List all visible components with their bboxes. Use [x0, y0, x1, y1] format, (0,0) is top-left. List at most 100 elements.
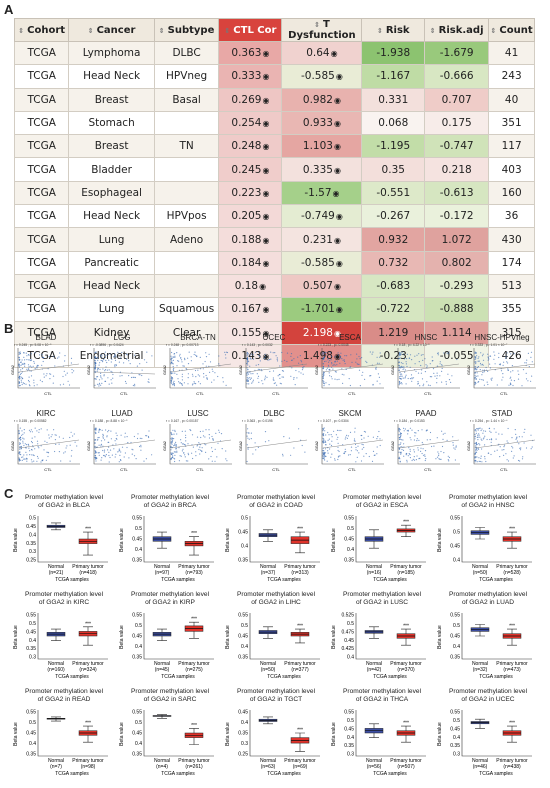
scatter-point	[426, 439, 428, 441]
scatter-point	[490, 438, 493, 440]
boxplot-panel: Promoter methylation level of GGA2 in LUS…	[330, 591, 434, 691]
table-cell: 355	[488, 297, 535, 322]
column-header-subtype[interactable]: ⇕ Subtype	[153, 18, 220, 42]
eye-icon[interactable]: ◉	[262, 119, 270, 129]
eye-icon[interactable]: ◉	[333, 165, 341, 175]
column-header-risk[interactable]: ⇕ Risk	[361, 18, 426, 42]
eye-icon[interactable]: ◉	[333, 328, 341, 338]
eye-icon[interactable]: ◉	[335, 305, 343, 315]
sort-icon[interactable]: ⇕	[158, 26, 165, 35]
eye-icon[interactable]: ◉	[335, 72, 343, 82]
scatter-point	[518, 373, 520, 375]
scatter-point	[528, 366, 530, 368]
eye-icon[interactable]: ◉	[262, 142, 270, 152]
scatter-point	[95, 450, 97, 452]
eye-icon[interactable]: ◉	[333, 282, 341, 292]
eye-icon[interactable]: ◉	[333, 352, 341, 361]
eye-icon[interactable]: ◉	[259, 282, 267, 292]
scatter-title: KIRC	[36, 409, 56, 418]
eye-icon[interactable]: ◉	[262, 72, 270, 82]
scatter-point	[481, 428, 483, 430]
boxplot-panel: Promoter methylation level of GGA2 in THC…	[330, 688, 434, 788]
column-header-cohort[interactable]: ⇕ Cohort	[13, 18, 70, 42]
scatter-point	[281, 370, 284, 372]
eye-icon[interactable]: ◉	[262, 235, 270, 245]
table-cell	[153, 250, 220, 275]
tumor-box	[396, 725, 416, 743]
sort-icon[interactable]: ⇕	[87, 26, 94, 35]
normal-box	[258, 716, 278, 725]
eye-icon[interactable]: ◉	[335, 212, 343, 222]
scatter-point	[114, 456, 116, 458]
sort-icon[interactable]: ⇕	[18, 26, 25, 35]
scatter-point	[447, 459, 449, 461]
column-header-cancer[interactable]: ⇕ Cancer	[68, 18, 155, 42]
eye-icon[interactable]: ◉	[262, 305, 270, 315]
scatter-point	[97, 357, 99, 359]
eye-icon[interactable]: ◉	[335, 258, 343, 268]
eye-icon[interactable]: ◉	[262, 165, 270, 175]
table-cell: -1.701◉	[281, 297, 363, 322]
eye-icon[interactable]: ◉	[332, 188, 340, 198]
cell-value: TCGA	[27, 93, 56, 106]
scatter-point	[42, 360, 44, 363]
scatter-point	[405, 374, 407, 376]
scatter-point	[146, 361, 148, 363]
scatter-point	[94, 384, 96, 386]
sort-icon[interactable]: ⇕	[490, 26, 497, 35]
scatter-point	[359, 385, 361, 387]
regression-line	[322, 439, 384, 449]
eye-icon[interactable]: ◉	[262, 328, 270, 338]
sort-icon[interactable]: ⇕	[314, 21, 320, 29]
x-axis-label: CTL	[424, 467, 432, 472]
y-tick-label: 0.55	[344, 710, 354, 716]
scatter-point	[407, 455, 409, 457]
sort-icon[interactable]: ⇕	[376, 26, 383, 35]
scatter-point	[114, 353, 116, 355]
scatter-point	[417, 430, 419, 432]
scatter-point	[172, 437, 174, 440]
eye-icon[interactable]: ◉	[262, 49, 270, 59]
eye-icon[interactable]: ◉	[333, 119, 341, 129]
column-header-ctl-cor[interactable]: ⇕ CTL Cor	[218, 18, 283, 42]
eye-icon[interactable]: ◉	[262, 95, 270, 105]
column-header-risk-adj[interactable]: ⇕ Risk.adj	[424, 18, 490, 42]
eye-icon[interactable]: ◉	[262, 258, 270, 268]
scatter-point	[438, 453, 440, 455]
y-tick-label: 0.3	[29, 655, 36, 661]
eye-icon[interactable]: ◉	[262, 212, 270, 222]
scatter-point	[293, 378, 295, 380]
scatter-point	[405, 361, 407, 363]
scatter-point	[487, 452, 489, 454]
scatter-point	[123, 456, 125, 458]
column-header-t-dysfunction[interactable]: ⇕ T Dysfunction	[281, 18, 363, 42]
table-cell: Squamous	[153, 297, 220, 322]
eye-icon[interactable]: ◉	[333, 235, 341, 245]
scatter-point	[21, 456, 23, 458]
scatter-point	[30, 370, 32, 372]
column-header-count[interactable]: ⇕ Count	[488, 18, 535, 42]
eye-icon[interactable]: ◉	[330, 49, 338, 59]
scatter-point	[401, 373, 403, 375]
eye-icon[interactable]: ◉	[333, 95, 341, 105]
n-normal: (n=50)	[261, 667, 276, 673]
eye-icon[interactable]: ◉	[333, 142, 341, 152]
sort-icon[interactable]: ⇕	[429, 26, 436, 35]
sort-icon[interactable]: ⇕	[224, 26, 231, 35]
scatter-point	[303, 365, 305, 368]
scatter-point	[252, 453, 254, 455]
y-tick-label: 0.45	[26, 524, 36, 530]
cell-value: Lung	[98, 233, 125, 246]
scatter-point	[257, 377, 259, 379]
scatter-point	[50, 436, 52, 438]
scatter-point	[33, 460, 35, 462]
eye-icon[interactable]: ◉	[262, 188, 270, 198]
y-tick-label: 0.35	[132, 752, 142, 758]
scatter-point	[225, 384, 227, 386]
scatter-point	[323, 435, 325, 437]
scatter-point	[507, 460, 510, 462]
scatter-point	[70, 431, 72, 433]
scatter-point	[19, 378, 21, 380]
n-tumor: (n=69)	[293, 764, 308, 770]
y-tick-label: 0.35	[26, 752, 36, 758]
